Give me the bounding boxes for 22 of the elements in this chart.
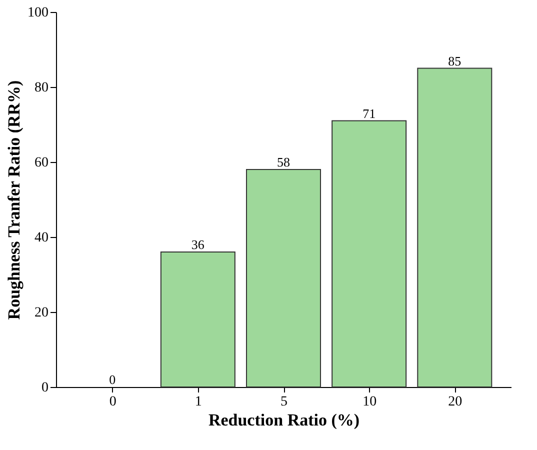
y-tick-label: 0 — [42, 380, 48, 396]
y-tick-label: 20 — [34, 306, 48, 320]
x-axis-title: Reduction Ratio (%) — [208, 410, 360, 430]
data-label: 58 — [277, 154, 290, 170]
y-tick-label: 100 — [28, 6, 48, 20]
bar — [417, 68, 492, 388]
bar — [332, 120, 407, 388]
x-tick-label: 20 — [448, 394, 462, 410]
bar — [246, 169, 321, 388]
y-tick-label: 80 — [34, 80, 48, 96]
y-axis-title: Roughness Tranfer Ratio (RR%) — [4, 80, 24, 320]
x-tick-label: 10 — [362, 394, 377, 410]
x-tick-label: 1 — [194, 394, 202, 410]
y-tick-label: 60 — [34, 156, 48, 170]
data-label: 85 — [448, 53, 462, 68]
bar — [160, 252, 236, 388]
y-tick-label: 40 — [34, 230, 48, 246]
x-tick-label: 0 — [109, 394, 116, 410]
data-label: 0 — [109, 372, 116, 387]
data-label: 71 — [362, 106, 376, 121]
x-tick-label: 5 — [280, 394, 288, 410]
data-label: 36 — [191, 237, 205, 252]
